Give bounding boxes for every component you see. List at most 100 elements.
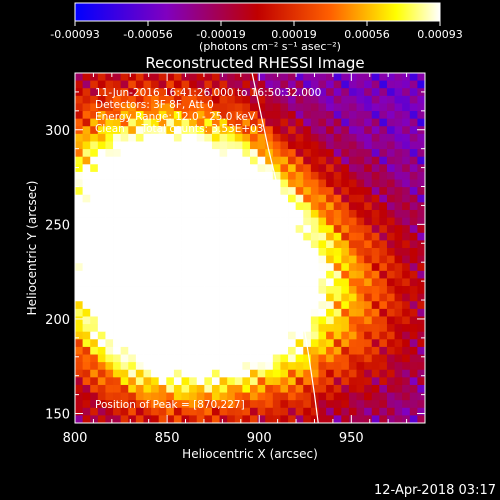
heatmap-cell xyxy=(272,73,281,82)
heatmap-cell xyxy=(402,263,411,272)
heatmap-cell xyxy=(158,88,167,97)
heatmap-cell xyxy=(265,202,274,211)
heatmap-cell xyxy=(265,339,274,348)
heatmap-cell xyxy=(333,293,342,302)
heatmap-cell xyxy=(151,293,160,302)
heatmap-cell xyxy=(250,354,259,363)
heatmap-cell xyxy=(288,149,297,158)
heatmap-cell xyxy=(189,133,198,142)
heatmap-cell xyxy=(402,407,411,416)
heatmap-cell xyxy=(242,133,251,142)
heatmap-cell xyxy=(356,331,365,340)
heatmap-cell xyxy=(128,149,137,158)
heatmap-cell xyxy=(265,301,274,310)
heatmap-cell xyxy=(151,255,160,264)
heatmap-cell xyxy=(97,263,106,272)
heatmap-cell xyxy=(250,377,259,386)
heatmap-cell xyxy=(348,80,357,89)
heatmap-cell xyxy=(173,400,182,409)
heatmap-cell xyxy=(364,392,373,401)
y-tick-label: 250 xyxy=(45,218,70,233)
heatmap-cell xyxy=(158,209,167,218)
heatmap-cell xyxy=(318,103,327,112)
heatmap-cell xyxy=(394,240,403,249)
heatmap-cell xyxy=(97,225,106,234)
heatmap-cell xyxy=(272,225,281,234)
heatmap-cell xyxy=(348,346,357,355)
heatmap-cell xyxy=(90,149,99,158)
heatmap-cell xyxy=(135,187,144,196)
heatmap-cell xyxy=(75,240,84,249)
heatmap-cell xyxy=(326,384,335,393)
heatmap-cell xyxy=(326,301,335,310)
heatmap-cell xyxy=(196,232,205,241)
heatmap-cell xyxy=(143,118,152,127)
heatmap-cell xyxy=(250,362,259,371)
heatmap-cell xyxy=(303,141,312,150)
heatmap-cell xyxy=(105,240,114,249)
heatmap-cell xyxy=(227,339,236,348)
heatmap-cell xyxy=(234,293,243,302)
heatmap-cell xyxy=(356,164,365,173)
heatmap-cell xyxy=(257,126,266,135)
heatmap-cell xyxy=(204,164,213,173)
heatmap-cell xyxy=(326,286,335,295)
heatmap-cell xyxy=(318,95,327,104)
heatmap-cell xyxy=(75,111,84,120)
heatmap-cell xyxy=(211,179,220,188)
heatmap-cell xyxy=(97,149,106,158)
heatmap-cell xyxy=(173,202,182,211)
heatmap-cell xyxy=(97,362,106,371)
heatmap-cell xyxy=(82,88,91,97)
heatmap-cell xyxy=(417,133,425,142)
heatmap-cell xyxy=(265,248,274,257)
heatmap-cell xyxy=(417,111,425,120)
heatmap-cell xyxy=(204,111,213,120)
heatmap-cell xyxy=(211,278,220,287)
heatmap-cell xyxy=(242,255,251,264)
heatmap-cell xyxy=(280,217,289,226)
heatmap-cell xyxy=(204,225,213,234)
heatmap-cell xyxy=(227,202,236,211)
heatmap-cell xyxy=(386,118,395,127)
heatmap-cell xyxy=(211,164,220,173)
heatmap-cell xyxy=(333,156,342,165)
heatmap-cell xyxy=(379,73,388,82)
heatmap-cell xyxy=(143,179,152,188)
heatmap-cell xyxy=(394,217,403,226)
heatmap-cell xyxy=(82,248,91,257)
heatmap-cell xyxy=(227,111,236,120)
heatmap-cell xyxy=(166,111,175,120)
heatmap-cell xyxy=(234,187,243,196)
heatmap-cell xyxy=(409,111,418,120)
heatmap-cell xyxy=(326,248,335,257)
heatmap-cell xyxy=(272,369,281,378)
heatmap-cell xyxy=(280,331,289,340)
heatmap-cell xyxy=(356,111,365,120)
heatmap-cell xyxy=(97,80,106,89)
heatmap-cell xyxy=(371,149,380,158)
heatmap-cell xyxy=(113,88,122,97)
heatmap-cell xyxy=(417,171,425,180)
heatmap-cell xyxy=(326,278,335,287)
heatmap-cell xyxy=(417,209,425,218)
heatmap-cell xyxy=(272,232,281,241)
heatmap-cell xyxy=(181,194,190,203)
heatmap-cell xyxy=(181,225,190,234)
heatmap-cell xyxy=(97,415,106,423)
heatmap-cell xyxy=(280,339,289,348)
heatmap-cell xyxy=(409,202,418,211)
heatmap-cell xyxy=(288,133,297,142)
heatmap-cell xyxy=(97,240,106,249)
heatmap-cell xyxy=(189,308,198,317)
heatmap-cell xyxy=(348,118,357,127)
heatmap-cell xyxy=(128,308,137,317)
heatmap-cell xyxy=(211,126,220,135)
heatmap-cell xyxy=(265,111,274,120)
heatmap-cell xyxy=(242,354,251,363)
heatmap-cell xyxy=(97,111,106,120)
heatmap-cell xyxy=(318,202,327,211)
heatmap-cell xyxy=(250,248,259,257)
heatmap-cell xyxy=(105,73,114,82)
heatmap-cell xyxy=(242,179,251,188)
